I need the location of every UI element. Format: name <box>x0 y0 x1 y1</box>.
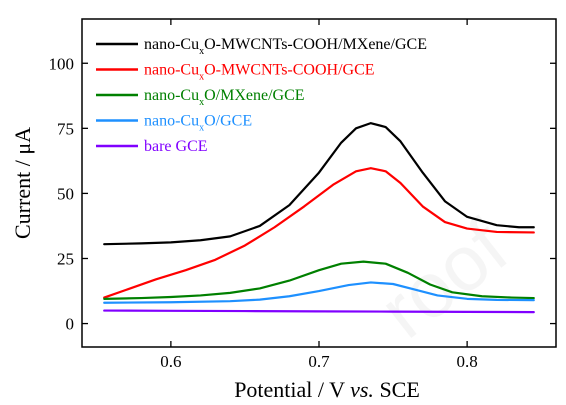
legend: nano-CuxO-MWCNTs-COOH/MXene/GCEnano-CuxO… <box>96 36 427 155</box>
y-tick-label: 50 <box>57 184 74 203</box>
legend-entry-part: O/GCE <box>204 113 252 130</box>
legend-entry-part: nano-Cu <box>144 62 199 79</box>
legend-entry-1: nano-CuxO-MWCNTs-COOH/MXene/GCE <box>144 36 427 57</box>
legend-entry-part: x <box>199 46 204 57</box>
legend-entry-2: nano-CuxO-MWCNTs-COOH/GCE <box>144 62 375 83</box>
legend-entry-part: O-MWCNTs-COOH/MXene/GCE <box>204 36 427 53</box>
y-tick-label: 25 <box>57 249 74 268</box>
legend-entry-part: nano-Cu <box>144 87 199 104</box>
legend-entry-part: O/MXene/GCE <box>204 87 304 104</box>
x-axis-title-italic: vs. <box>350 377 374 402</box>
x-tick-label: 0.7 <box>308 352 330 371</box>
legend-entry-part: x <box>199 97 204 108</box>
legend-entry-part: nano-Cu <box>144 113 199 130</box>
legend-entry-5: bare GCE <box>144 138 208 155</box>
series-line-3 <box>103 260 535 300</box>
legend-entry-part: nano-Cu <box>144 36 199 53</box>
y-tick-label: 75 <box>57 119 74 138</box>
x-tick-label: 0.8 <box>457 352 478 371</box>
x-axis-title-part: SCE <box>374 377 420 402</box>
axes: 0.6 0.7 0.8 0 25 50 75 100 Potential / V vs. SCE… <box>10 19 556 402</box>
series-line-2 <box>103 167 535 299</box>
y-axis-title: Current / μA <box>10 127 35 239</box>
y-tick-label: 0 <box>66 315 75 334</box>
series-line-5 <box>103 309 535 314</box>
x-axis-title: Potential / V vs. SCE <box>234 377 420 402</box>
x-tick-label: 0.6 <box>160 352 181 371</box>
series-layer <box>103 122 535 314</box>
legend-entry-part: O-MWCNTs-COOH/GCE <box>204 62 374 79</box>
legend-entry-part: x <box>199 72 204 83</box>
legend-entry-part: x <box>199 123 204 134</box>
legend-entry-3: nano-CuxO/MXene/GCE <box>144 87 305 108</box>
series-line-4 <box>103 281 535 304</box>
series-line-1 <box>103 122 535 246</box>
legend-entry-4: nano-CuxO/GCE <box>144 113 252 134</box>
y-tick-label: 100 <box>49 54 75 73</box>
legend-entry-part: bare GCE <box>144 138 208 155</box>
x-axis-title-part: Potential / V <box>234 377 350 402</box>
